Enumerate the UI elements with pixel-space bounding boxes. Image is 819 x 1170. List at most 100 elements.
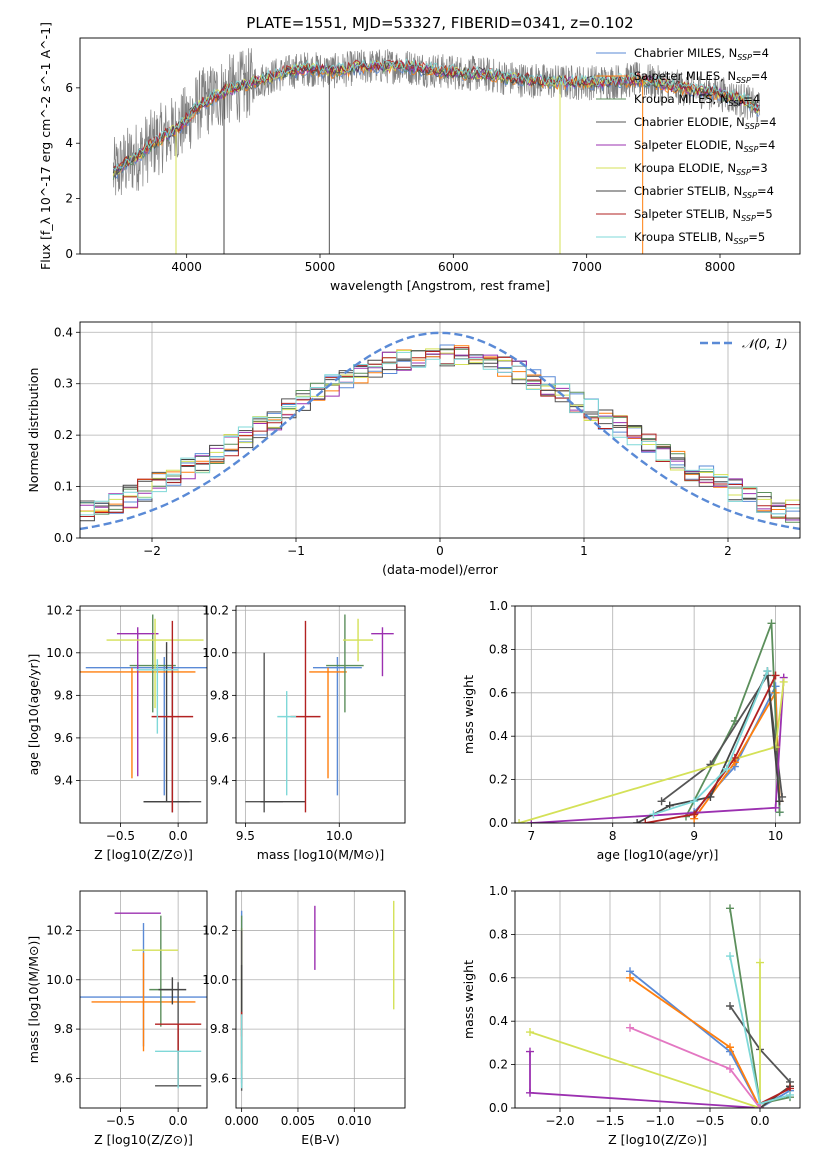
model-spectrum-7 bbox=[112, 59, 760, 169]
massweight-vs-z-marker bbox=[526, 1047, 534, 1056]
axes-frame bbox=[235, 890, 406, 1109]
massweight-vs-age-xtick-label: 8 bbox=[609, 829, 617, 843]
massweight-vs-age-marker bbox=[690, 797, 699, 806]
massweight-vs-z-marker bbox=[726, 904, 734, 913]
age-vs-z-ytick-label: 9.4 bbox=[54, 773, 73, 787]
massweight-vs-age-xtick-label: 9 bbox=[690, 829, 698, 843]
residual-histogram-ytick-label: 0.1 bbox=[54, 480, 73, 494]
massweight-vs-age-marker bbox=[771, 671, 780, 680]
massweight-vs-z-ytick-label: 0.4 bbox=[489, 1014, 508, 1028]
mass-vs-z-ytick-label: 10.2 bbox=[46, 923, 73, 937]
massweight-vs-age-marker bbox=[775, 808, 784, 817]
massweight-vs-z-marker bbox=[526, 1028, 534, 1037]
mass-vs-ebv-xtick-label: 0.010 bbox=[337, 1114, 371, 1128]
age-vs-z-plot-area bbox=[80, 614, 207, 813]
massweight-vs-z-line-5 bbox=[529, 962, 761, 1108]
massweight-vs-z-ytick-label: 0.8 bbox=[489, 927, 508, 941]
residual-histogram-plot-area bbox=[80, 331, 800, 531]
massweight-vs-age-ylabel: mass weight bbox=[461, 675, 476, 754]
mass-vs-ebv-xtick-label: 0.005 bbox=[281, 1114, 315, 1128]
massweight-vs-z-marker bbox=[726, 1043, 734, 1052]
mass-vs-z-ytick-label: 9.8 bbox=[54, 1022, 73, 1036]
massweight-vs-age-line-4 bbox=[531, 677, 785, 823]
age-vs-z-ytick-label: 10.2 bbox=[46, 603, 73, 617]
massweight-vs-age-line-5 bbox=[518, 681, 785, 823]
massweight-vs-z-line-4 bbox=[529, 1051, 761, 1108]
axes-frame bbox=[79, 890, 208, 1109]
massweight-vs-z-xtick-label: −0.5 bbox=[695, 1114, 724, 1128]
massweight-vs-age-panel: 7 8 9 10 0.0 0.2 0.4 0.6 0.8 1.0 age [log10(age/yr… bbox=[461, 599, 801, 862]
massweight-vs-z-ylabel: mass weight bbox=[461, 960, 476, 1039]
massweight-vs-z-marker bbox=[786, 1090, 794, 1099]
massweight-vs-age-line-7 bbox=[645, 675, 777, 823]
age-vs-z-panel: −0.5 0.0 9.4 9.6 9.8 10.0 10.2 Z [log10(Z/Z⊙)] a… bbox=[26, 603, 208, 862]
model-spectrum-6 bbox=[112, 58, 760, 175]
age-vs-mass-xtick-label: 9.5 bbox=[236, 829, 255, 843]
massweight-vs-z-ytick-label: 0.6 bbox=[489, 971, 508, 985]
mass-vs-ebv-panel: 0.000 0.005 0.010 9.6 9.8 10.0 10.2 E(B-V) bbox=[202, 890, 406, 1147]
spectrum-legend: Chabrier MILES, NSSP=4 Salpeter MILES, NS… bbox=[596, 46, 776, 246]
massweight-vs-age-ytick-label: 1.0 bbox=[489, 599, 508, 613]
massweight-vs-z-marker bbox=[626, 973, 634, 982]
massweight-vs-age-line-8 bbox=[653, 670, 769, 816]
residual-histogram-ytick-label: 0.0 bbox=[54, 531, 73, 545]
axes-frame bbox=[514, 605, 801, 824]
mass-vs-ebv-ytick-label: 10.0 bbox=[202, 973, 229, 987]
mass-vs-z-ytick-label: 10.0 bbox=[46, 973, 73, 987]
mass-vs-z-ytick-label: 9.6 bbox=[54, 1071, 73, 1085]
age-vs-z-ytick-label: 10.0 bbox=[46, 646, 73, 660]
legend-label-6: Chabrier STELIB, NSSP=4 bbox=[634, 184, 774, 200]
axes-frame bbox=[79, 321, 801, 539]
spectrum-xtick-label: 8000 bbox=[705, 260, 736, 274]
massweight-vs-z-ytick-label: 1.0 bbox=[489, 884, 508, 898]
legend-label-3: Chabrier ELODIE, NSSP=4 bbox=[634, 115, 776, 131]
massweight-vs-z-marker bbox=[526, 1088, 534, 1097]
age-vs-mass-xlabel: mass [log10(M/M⊙)] bbox=[257, 847, 385, 862]
massweight-vs-age-line-3 bbox=[661, 672, 783, 803]
massweight-vs-age-marker bbox=[722, 764, 731, 773]
mass-vs-z-xtick-label: 0.0 bbox=[169, 1114, 188, 1128]
mass-vs-ebv-ytick-label: 9.6 bbox=[210, 1071, 229, 1085]
massweight-vs-z-ytick-label: 0.2 bbox=[489, 1058, 508, 1072]
massweight-vs-age-marker bbox=[706, 792, 715, 801]
mass-vs-z-panel: −0.5 0.0 9.6 9.8 10.0 10.2 Z [log10(Z/Z⊙)] mass… bbox=[26, 890, 208, 1147]
massweight-vs-age-marker bbox=[775, 797, 784, 806]
massweight-vs-age-marker bbox=[649, 810, 658, 819]
massweight-vs-z-xtick-label: −1.5 bbox=[595, 1114, 624, 1128]
residual-histogram-xtick-label: −2 bbox=[143, 544, 161, 558]
massweight-vs-age-ytick-label: 0.4 bbox=[489, 729, 508, 743]
age-vs-z-xtick-label: −0.5 bbox=[106, 829, 135, 843]
age-vs-mass-ytick-label: 10.0 bbox=[202, 646, 229, 660]
age-vs-mass-ytick-label: 10.2 bbox=[202, 603, 229, 617]
mass-vs-ebv-ytick-label: 9.8 bbox=[210, 1022, 229, 1036]
massweight-vs-age-ytick-label: 0.2 bbox=[489, 773, 508, 787]
gaussian-legend-label: 𝒩(0, 1) bbox=[742, 336, 788, 351]
histogram-step-8 bbox=[80, 351, 800, 516]
age-vs-z-xtick-label: 0.0 bbox=[169, 829, 188, 843]
spectrum-xtick-label: 7000 bbox=[571, 260, 602, 274]
residual-histogram-xtick-label: −1 bbox=[287, 544, 305, 558]
legend-label-8: Kroupa STELIB, NSSP=5 bbox=[634, 230, 765, 246]
residual-histogram-xlabel: (data-model)/error bbox=[382, 562, 499, 577]
spectrum-ytick-label: 2 bbox=[65, 192, 73, 206]
massweight-vs-age-marker bbox=[779, 677, 788, 686]
massweight-vs-age-marker bbox=[771, 803, 780, 812]
axes-frame bbox=[514, 890, 801, 1109]
mass-vs-z-xlabel: Z [log10(Z/Z⊙)] bbox=[94, 1132, 193, 1147]
histogram-step-6 bbox=[80, 348, 800, 522]
massweight-vs-age-marker bbox=[763, 667, 772, 676]
massweight-vs-z-marker bbox=[726, 1064, 734, 1073]
massweight-vs-age-marker bbox=[690, 810, 699, 819]
spectrum-xtick-label: 4000 bbox=[171, 260, 202, 274]
axes-frame bbox=[79, 37, 801, 255]
massweight-vs-age-marker bbox=[633, 819, 642, 823]
massweight-vs-z-xlabel: Z [log10(Z/Z⊙)] bbox=[608, 1132, 707, 1147]
residual-histogram-xtick-label: 0 bbox=[436, 544, 444, 558]
age-vs-mass-panel: 9.5 10.0 9.4 9.6 9.8 10.0 10.2 mass [log10(M/M⊙… bbox=[202, 603, 406, 862]
axes-frame bbox=[79, 605, 208, 824]
model-spectrum-4 bbox=[112, 60, 760, 173]
massweight-vs-z-xtick-label: −2.0 bbox=[545, 1114, 574, 1128]
massweight-vs-age-marker bbox=[767, 619, 776, 628]
massweight-vs-z-panel: −2.0 −1.5 −1.0 −0.5 0.0 0.0 0.2 0.4 0.6 0.8 1.0 Z [… bbox=[461, 884, 801, 1147]
massweight-vs-age-line-2 bbox=[685, 623, 781, 817]
